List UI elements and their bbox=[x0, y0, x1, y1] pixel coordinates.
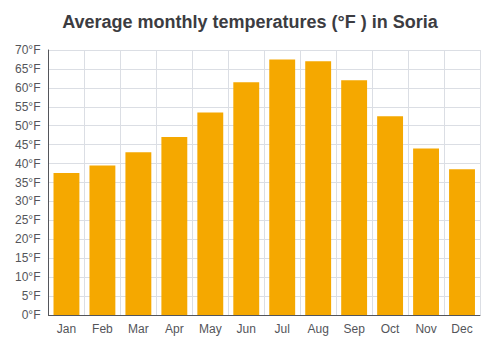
svg-text:50°F: 50°F bbox=[15, 119, 40, 133]
svg-text:70°F: 70°F bbox=[15, 43, 40, 57]
svg-text:Dec: Dec bbox=[451, 322, 472, 336]
svg-text:40°F: 40°F bbox=[15, 157, 40, 171]
svg-text:65°F: 65°F bbox=[15, 62, 40, 76]
svg-text:60°F: 60°F bbox=[15, 81, 40, 95]
svg-text:20°F: 20°F bbox=[15, 232, 40, 246]
svg-text:35°F: 35°F bbox=[15, 176, 40, 190]
svg-text:55°F: 55°F bbox=[15, 100, 40, 114]
svg-text:30°F: 30°F bbox=[15, 194, 40, 208]
svg-text:5°F: 5°F bbox=[22, 289, 41, 303]
svg-text:0°F: 0°F bbox=[22, 308, 41, 322]
svg-text:Nov: Nov bbox=[415, 322, 436, 336]
svg-text:Mar: Mar bbox=[128, 322, 149, 336]
svg-text:May: May bbox=[199, 322, 222, 336]
svg-text:45°F: 45°F bbox=[15, 138, 40, 152]
svg-text:Apr: Apr bbox=[165, 322, 184, 336]
svg-text:Jul: Jul bbox=[275, 322, 290, 336]
svg-text:Average monthly temperatures (: Average monthly temperatures (°F ) in So… bbox=[62, 12, 439, 32]
svg-text:25°F: 25°F bbox=[15, 213, 40, 227]
svg-text:Jan: Jan bbox=[57, 322, 76, 336]
svg-text:Jun: Jun bbox=[237, 322, 256, 336]
svg-text:Sep: Sep bbox=[343, 322, 365, 336]
svg-text:15°F: 15°F bbox=[15, 251, 40, 265]
svg-text:Oct: Oct bbox=[381, 322, 400, 336]
svg-text:Feb: Feb bbox=[92, 322, 113, 336]
svg-text:Aug: Aug bbox=[307, 322, 328, 336]
svg-text:10°F: 10°F bbox=[15, 270, 40, 284]
